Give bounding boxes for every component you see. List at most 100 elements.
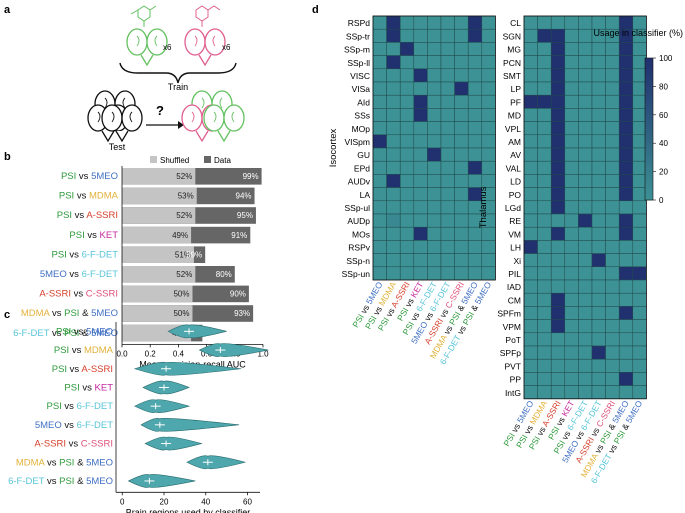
comparison-label: 5MEO vs 6-F-DET: [35, 420, 113, 431]
comparison-part: 5MEO: [86, 476, 113, 487]
heatmap-cell: [578, 345, 593, 360]
heatmap-cell: [481, 147, 496, 162]
colorbar-step: [645, 111, 653, 116]
row-label: LA: [360, 190, 371, 200]
heatmap-cell: [399, 200, 415, 215]
colorbar-step: [645, 196, 653, 201]
heatmap-cell: [605, 187, 620, 202]
heatmap-cell: [564, 55, 579, 70]
heatmap-cell: [523, 372, 538, 386]
comparison-part: vs: [62, 401, 77, 412]
heatmap-cell: [618, 55, 634, 70]
heatmap-cell: [618, 358, 634, 373]
heatmap-cell: [632, 358, 647, 373]
heatmap-cell: [564, 385, 579, 400]
heatmap-cell: [591, 134, 606, 149]
heatmap-cell: [427, 42, 442, 56]
comparison-label: 6-F-DET vs PSI & 5MEO: [13, 328, 118, 339]
heatmap-cell: [618, 319, 634, 334]
heatmap-cell: [454, 200, 469, 215]
heatmap-cell: [632, 332, 647, 347]
heatmap-cell: [413, 134, 428, 149]
row-label: RSPv: [348, 243, 370, 253]
colorbar-step: [645, 125, 653, 130]
heatmap-cell: [454, 266, 469, 281]
mouse-cerebellum: [195, 130, 209, 143]
row-label: EPd: [354, 163, 370, 173]
heatmap-cell: [413, 200, 428, 215]
heatmap-cell: [399, 226, 415, 241]
mouse-cerebellum: [217, 130, 231, 143]
mouse-result-green: [203, 104, 245, 143]
heatmap-cell: [618, 266, 634, 281]
colorbar-tick-label: 20: [659, 168, 668, 177]
legend-label: Data: [214, 156, 231, 165]
heatmap-cell: [564, 174, 579, 188]
heatmap-cell: [481, 266, 496, 281]
heatmap-cell: [454, 253, 469, 268]
heatmap-cell: [386, 108, 401, 122]
comparison-part: 6-F-DET: [8, 476, 45, 487]
heatmap-cell: [537, 279, 552, 294]
heatmap-cell: [440, 240, 455, 254]
heatmap-cell: [454, 121, 469, 136]
heatmap-cell: [386, 160, 401, 175]
heatmap-cell: [605, 68, 620, 83]
heatmap-cell: [550, 332, 566, 347]
row-label: SSp-ul: [344, 203, 370, 213]
comparison-part: PSI: [56, 326, 71, 337]
comparison-part: &: [74, 457, 86, 468]
heatmap-cell: [605, 279, 620, 294]
heatmap-cell: [564, 28, 579, 43]
heatmap-cell: [605, 266, 620, 281]
mouse-pink-train: [184, 28, 226, 67]
heatmap-cell: [564, 94, 579, 109]
heatmap-cell: [454, 55, 469, 70]
comparison-part: PSI: [51, 249, 66, 260]
comparison-label: PSI vs MDMA: [59, 191, 119, 202]
heatmap-cell: [386, 121, 401, 136]
heatmap-cell: [467, 266, 483, 281]
heatmap-cell: [578, 240, 593, 254]
heatmap-cell: [578, 253, 593, 268]
heatmap-cell: [399, 134, 415, 149]
comparison-label: PSI vs 6-F-DET: [51, 249, 118, 260]
comparison-part: vs: [62, 420, 77, 431]
heatmap-cell: [399, 108, 415, 122]
heatmap-cell: [605, 372, 620, 386]
heatmap-cell: [454, 240, 469, 254]
heatmap-cell: [523, 160, 538, 175]
heatmap-cell: [523, 266, 538, 281]
comparison-part: 6-F-DET: [13, 328, 50, 339]
heatmap-cell: [550, 213, 566, 228]
heatmap-cell: [605, 306, 620, 320]
heatmap-cell: [605, 174, 620, 188]
row-label: GU: [357, 150, 370, 160]
heatmap-cell: [523, 226, 538, 241]
heatmap-cell: [440, 55, 455, 70]
heatmap-cell: [386, 226, 401, 241]
heatmap-cell: [591, 160, 606, 175]
heatmap-cell: [523, 213, 538, 228]
colorbar-label: Usage in classifier (%): [593, 28, 683, 38]
row-label: SPFp: [500, 348, 522, 358]
heatmap-cell: [578, 279, 593, 294]
heatmap-cell: [537, 160, 552, 175]
heatmap-cell: [427, 68, 442, 83]
molecule-pink-icon: [195, 5, 221, 27]
colorbar-tick-label: 40: [659, 139, 668, 148]
heatmap-cell: [550, 372, 566, 386]
heatmap-cell: [632, 319, 647, 334]
heatmap-cell: [618, 332, 634, 347]
comparison-part: 5MEO: [35, 420, 62, 431]
heatmap-cell: [632, 147, 647, 162]
mouse-cerebellum: [198, 54, 212, 67]
heatmap-cell: [618, 240, 634, 254]
heatmap-cell: [372, 68, 387, 83]
heatmap-cell: [632, 213, 647, 228]
heatmap-cell: [372, 147, 387, 162]
heatmap-cell: [605, 121, 620, 136]
heatmap-cell: [605, 226, 620, 241]
x-tick-label: 0: [120, 497, 125, 506]
